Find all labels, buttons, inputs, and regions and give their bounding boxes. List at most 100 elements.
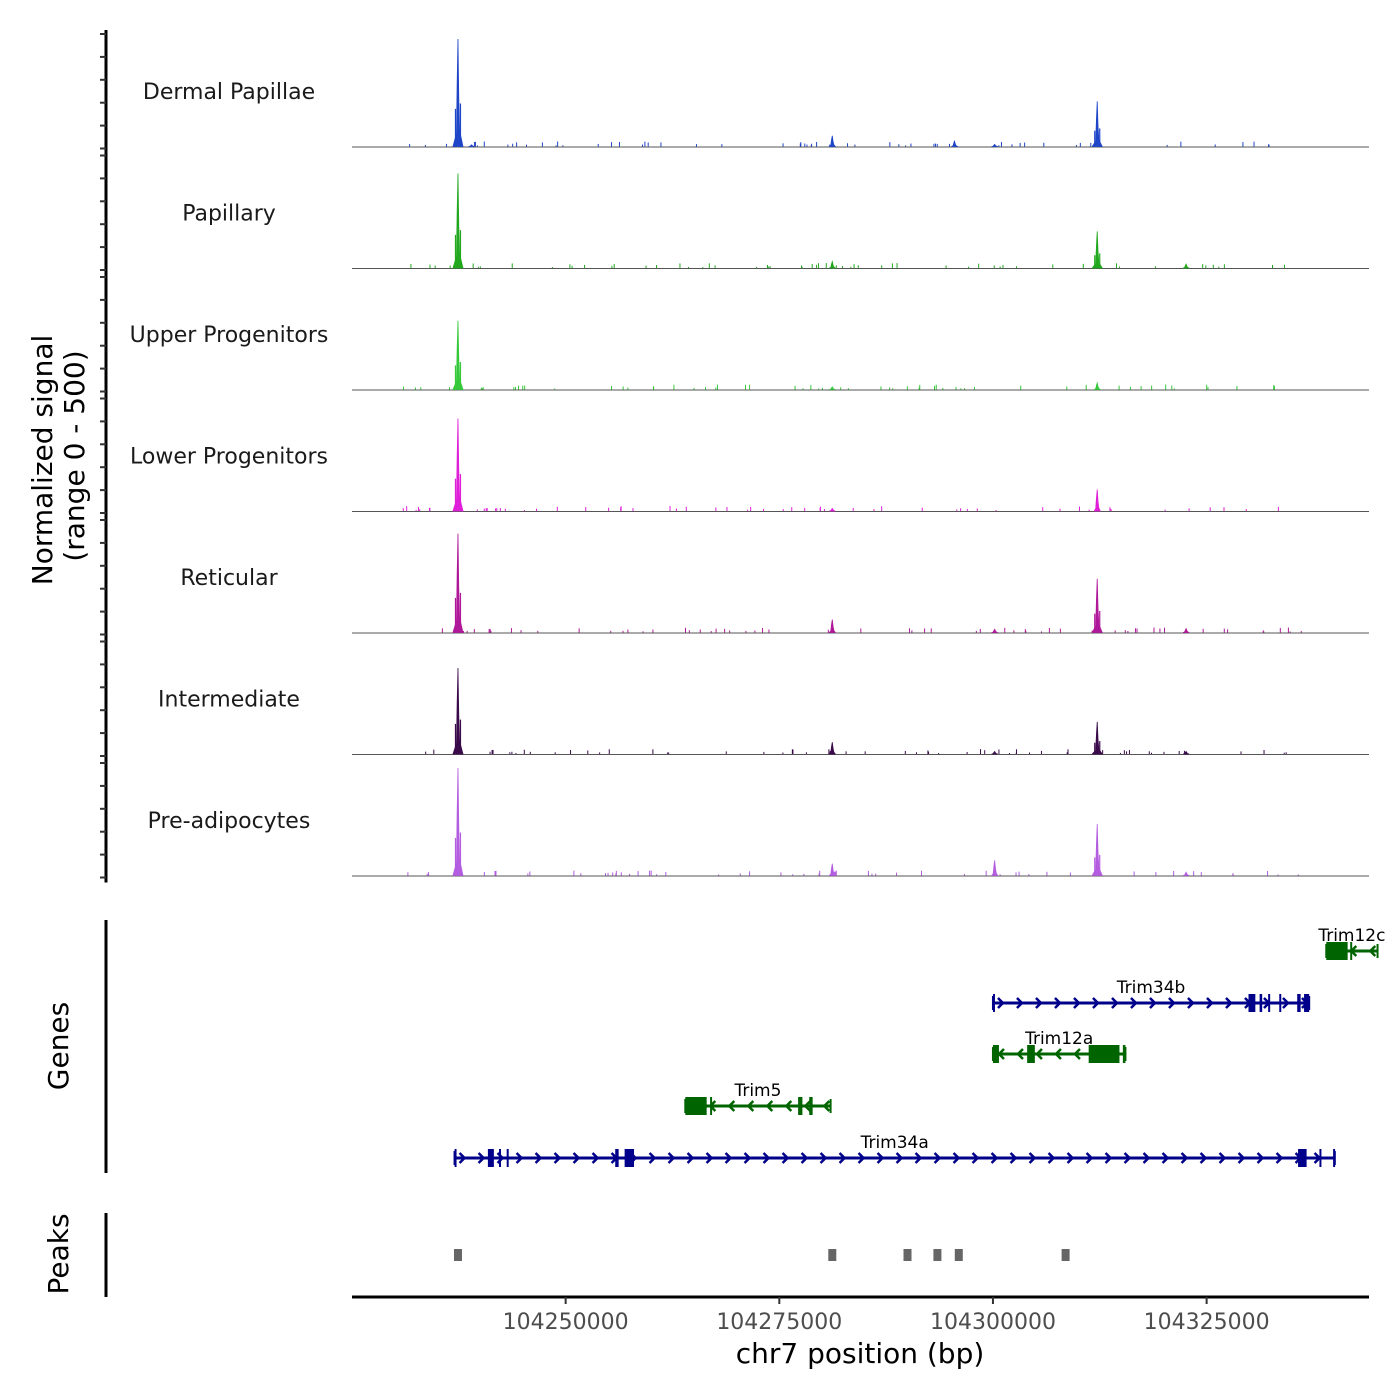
gene-exon xyxy=(1326,942,1348,960)
strand-chevron xyxy=(1073,997,1081,1009)
gene-exon xyxy=(1298,1149,1307,1167)
track-label: Intermediate xyxy=(158,688,300,713)
strand-chevron xyxy=(990,1152,999,1164)
gene-exon xyxy=(1279,994,1282,1012)
signal-peak xyxy=(452,767,464,876)
strand-chevron xyxy=(1085,1152,1094,1164)
gene-exon xyxy=(1027,1045,1035,1063)
strand-chevron xyxy=(1168,997,1176,1009)
strand-chevron xyxy=(477,1152,486,1164)
strand-chevron xyxy=(1111,997,1119,1009)
strand-chevron xyxy=(1104,1152,1113,1164)
gene-trim5: Trim5 xyxy=(684,1081,832,1115)
track-label: Upper Progenitors xyxy=(130,323,329,348)
signal-peak xyxy=(829,386,836,390)
gene-exon xyxy=(798,1097,803,1115)
strand-chevron xyxy=(784,1100,793,1112)
peaks-panel: Peaks xyxy=(42,1213,1070,1297)
strand-chevron xyxy=(727,1100,736,1112)
strand-chevron xyxy=(800,1152,809,1164)
signal-peak xyxy=(452,38,464,147)
gene-exon xyxy=(809,1097,813,1115)
signal-peak xyxy=(1182,627,1190,633)
strand-chevron xyxy=(1180,1152,1189,1164)
strand-chevron xyxy=(1035,1048,1043,1060)
y-axis-title: Normalized signal (range 0 - 500) xyxy=(26,335,91,586)
strand-chevron xyxy=(1016,997,1024,1009)
strand-chevron xyxy=(1035,997,1043,1009)
strand-chevron xyxy=(895,1152,904,1164)
strand-chevron xyxy=(1368,945,1377,957)
signal-track: Upper Progenitors xyxy=(130,320,1369,391)
signal-peak xyxy=(1091,101,1103,147)
strand-chevron xyxy=(822,1100,831,1112)
gene-exon xyxy=(624,1149,635,1167)
signal-y-axis xyxy=(100,30,108,883)
signal-peak xyxy=(829,260,837,269)
strand-chevron xyxy=(1199,1152,1208,1164)
strand-chevron xyxy=(1149,997,1157,1009)
gene-exon xyxy=(710,1097,713,1115)
signal-peak xyxy=(1094,381,1102,390)
gene-label: Trim12c xyxy=(1317,926,1385,946)
gene-exon xyxy=(1350,942,1353,960)
strand-chevron xyxy=(765,1100,774,1112)
strand-chevron xyxy=(781,1152,790,1164)
strand-chevron xyxy=(933,1152,942,1164)
strand-chevron xyxy=(997,1048,1005,1060)
gene-exon xyxy=(1248,994,1256,1012)
strand-chevron xyxy=(1054,997,1062,1009)
signal-peak xyxy=(452,173,464,269)
track-label: Papillary xyxy=(182,202,276,227)
signal-peak xyxy=(452,533,464,633)
strand-chevron xyxy=(1225,997,1233,1009)
gene-trim34a: Trim34a xyxy=(453,1133,1336,1167)
signal-peak xyxy=(1093,489,1101,512)
strand-chevron xyxy=(838,1152,847,1164)
strand-chevron xyxy=(1142,1152,1151,1164)
strand-chevron xyxy=(876,1152,885,1164)
strand-chevron xyxy=(1206,997,1214,1009)
signal-peak xyxy=(452,667,464,755)
signal-peak xyxy=(990,860,999,876)
y-axis-title-line2: (range 0 - 500) xyxy=(58,350,91,561)
strand-chevron xyxy=(997,997,1005,1009)
peak-region xyxy=(453,1249,462,1261)
gene-exon xyxy=(1304,994,1310,1012)
signal-track: Papillary xyxy=(182,173,1369,269)
strand-chevron xyxy=(705,1152,714,1164)
signal-peak xyxy=(1091,578,1103,633)
signal-track: Reticular xyxy=(180,533,1369,634)
signal-peak xyxy=(468,144,475,147)
strand-chevron xyxy=(1218,1152,1227,1164)
gene-trim34b: Trim34b xyxy=(991,978,1311,1012)
track-label: Pre-adipocytes xyxy=(148,809,311,834)
x-tick-label: 104250000 xyxy=(503,1310,629,1335)
peak-region xyxy=(954,1249,963,1261)
signal-peak xyxy=(1091,721,1104,755)
signal-track: Pre-adipocytes xyxy=(148,767,1369,877)
strand-chevron xyxy=(1282,997,1290,1009)
strand-chevron xyxy=(1161,1152,1170,1164)
strand-chevron xyxy=(746,1100,755,1112)
x-tick-label: 104300000 xyxy=(930,1310,1056,1335)
gene-label: Trim12a xyxy=(1024,1029,1093,1049)
signal-peak xyxy=(991,628,998,633)
strand-chevron xyxy=(857,1152,866,1164)
signal-peak xyxy=(1183,871,1190,876)
gene-trim12c: Trim12c xyxy=(1317,926,1385,960)
gene-exon xyxy=(1319,1149,1322,1167)
signal-peak xyxy=(1182,263,1190,269)
track-label: Dermal Papillae xyxy=(143,80,315,105)
strand-chevron xyxy=(743,1152,752,1164)
strand-chevron xyxy=(686,1152,695,1164)
strand-chevron xyxy=(1123,1152,1132,1164)
signal-peak xyxy=(991,143,998,147)
gene-label: Trim34a xyxy=(860,1133,929,1153)
gene-exon xyxy=(1088,1045,1120,1063)
signal-peak xyxy=(1091,823,1103,876)
genes-panel: Genes Trim12c Trim34b Trim12a Trim5 Trim34a xyxy=(42,920,1385,1173)
strand-chevron xyxy=(952,1152,961,1164)
gene-trim12a: Trim12a xyxy=(991,1029,1127,1063)
gene-exon xyxy=(992,994,995,1012)
